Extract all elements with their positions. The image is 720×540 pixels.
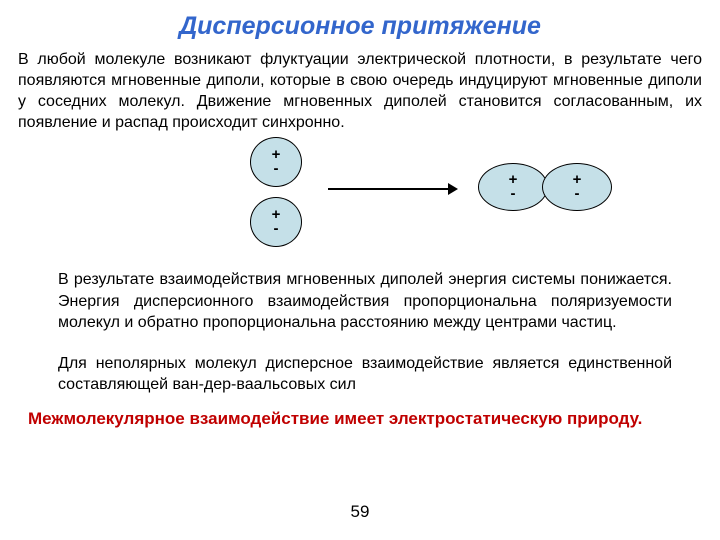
minus-label: - bbox=[274, 162, 279, 176]
minus-label: - bbox=[575, 187, 580, 201]
minus-label: - bbox=[274, 222, 279, 236]
slide-title: Дисперсионное притяжение bbox=[18, 12, 702, 41]
paragraph-2: В результате взаимодействия мгновенных д… bbox=[18, 269, 702, 332]
minus-label: - bbox=[511, 187, 516, 201]
paragraph-3: Для неполярных молекул дисперсное взаимо… bbox=[18, 353, 702, 395]
page-number: 59 bbox=[0, 502, 720, 522]
paragraph-1: В любой молекуле возникают флуктуации эл… bbox=[18, 49, 702, 133]
footer-note: Межмолекулярное взаимодействие имеет эле… bbox=[28, 409, 702, 429]
arrow-head bbox=[448, 183, 458, 195]
dipole-diagram: +-+-+-+- bbox=[18, 137, 702, 267]
